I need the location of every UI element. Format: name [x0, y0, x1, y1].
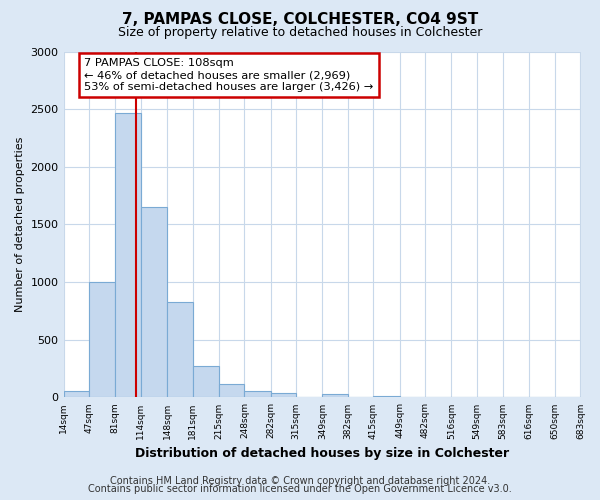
- Bar: [193, 366, 219, 398]
- Bar: [89, 282, 115, 398]
- X-axis label: Distribution of detached houses by size in Colchester: Distribution of detached houses by size …: [135, 447, 509, 460]
- Text: 7, PAMPAS CLOSE, COLCHESTER, CO4 9ST: 7, PAMPAS CLOSE, COLCHESTER, CO4 9ST: [122, 12, 478, 28]
- Bar: [141, 207, 167, 398]
- Bar: [167, 302, 193, 398]
- Bar: [244, 391, 271, 398]
- Bar: [271, 394, 296, 398]
- Bar: [64, 391, 89, 398]
- Text: Size of property relative to detached houses in Colchester: Size of property relative to detached ho…: [118, 26, 482, 39]
- Bar: [322, 394, 348, 398]
- Bar: [373, 396, 400, 398]
- Bar: [219, 384, 244, 398]
- Text: Contains public sector information licensed under the Open Government Licence v3: Contains public sector information licen…: [88, 484, 512, 494]
- Y-axis label: Number of detached properties: Number of detached properties: [15, 137, 25, 312]
- Text: 7 PAMPAS CLOSE: 108sqm
← 46% of detached houses are smaller (2,969)
53% of semi-: 7 PAMPAS CLOSE: 108sqm ← 46% of detached…: [84, 58, 373, 92]
- Text: Contains HM Land Registry data © Crown copyright and database right 2024.: Contains HM Land Registry data © Crown c…: [110, 476, 490, 486]
- Bar: [115, 112, 141, 398]
